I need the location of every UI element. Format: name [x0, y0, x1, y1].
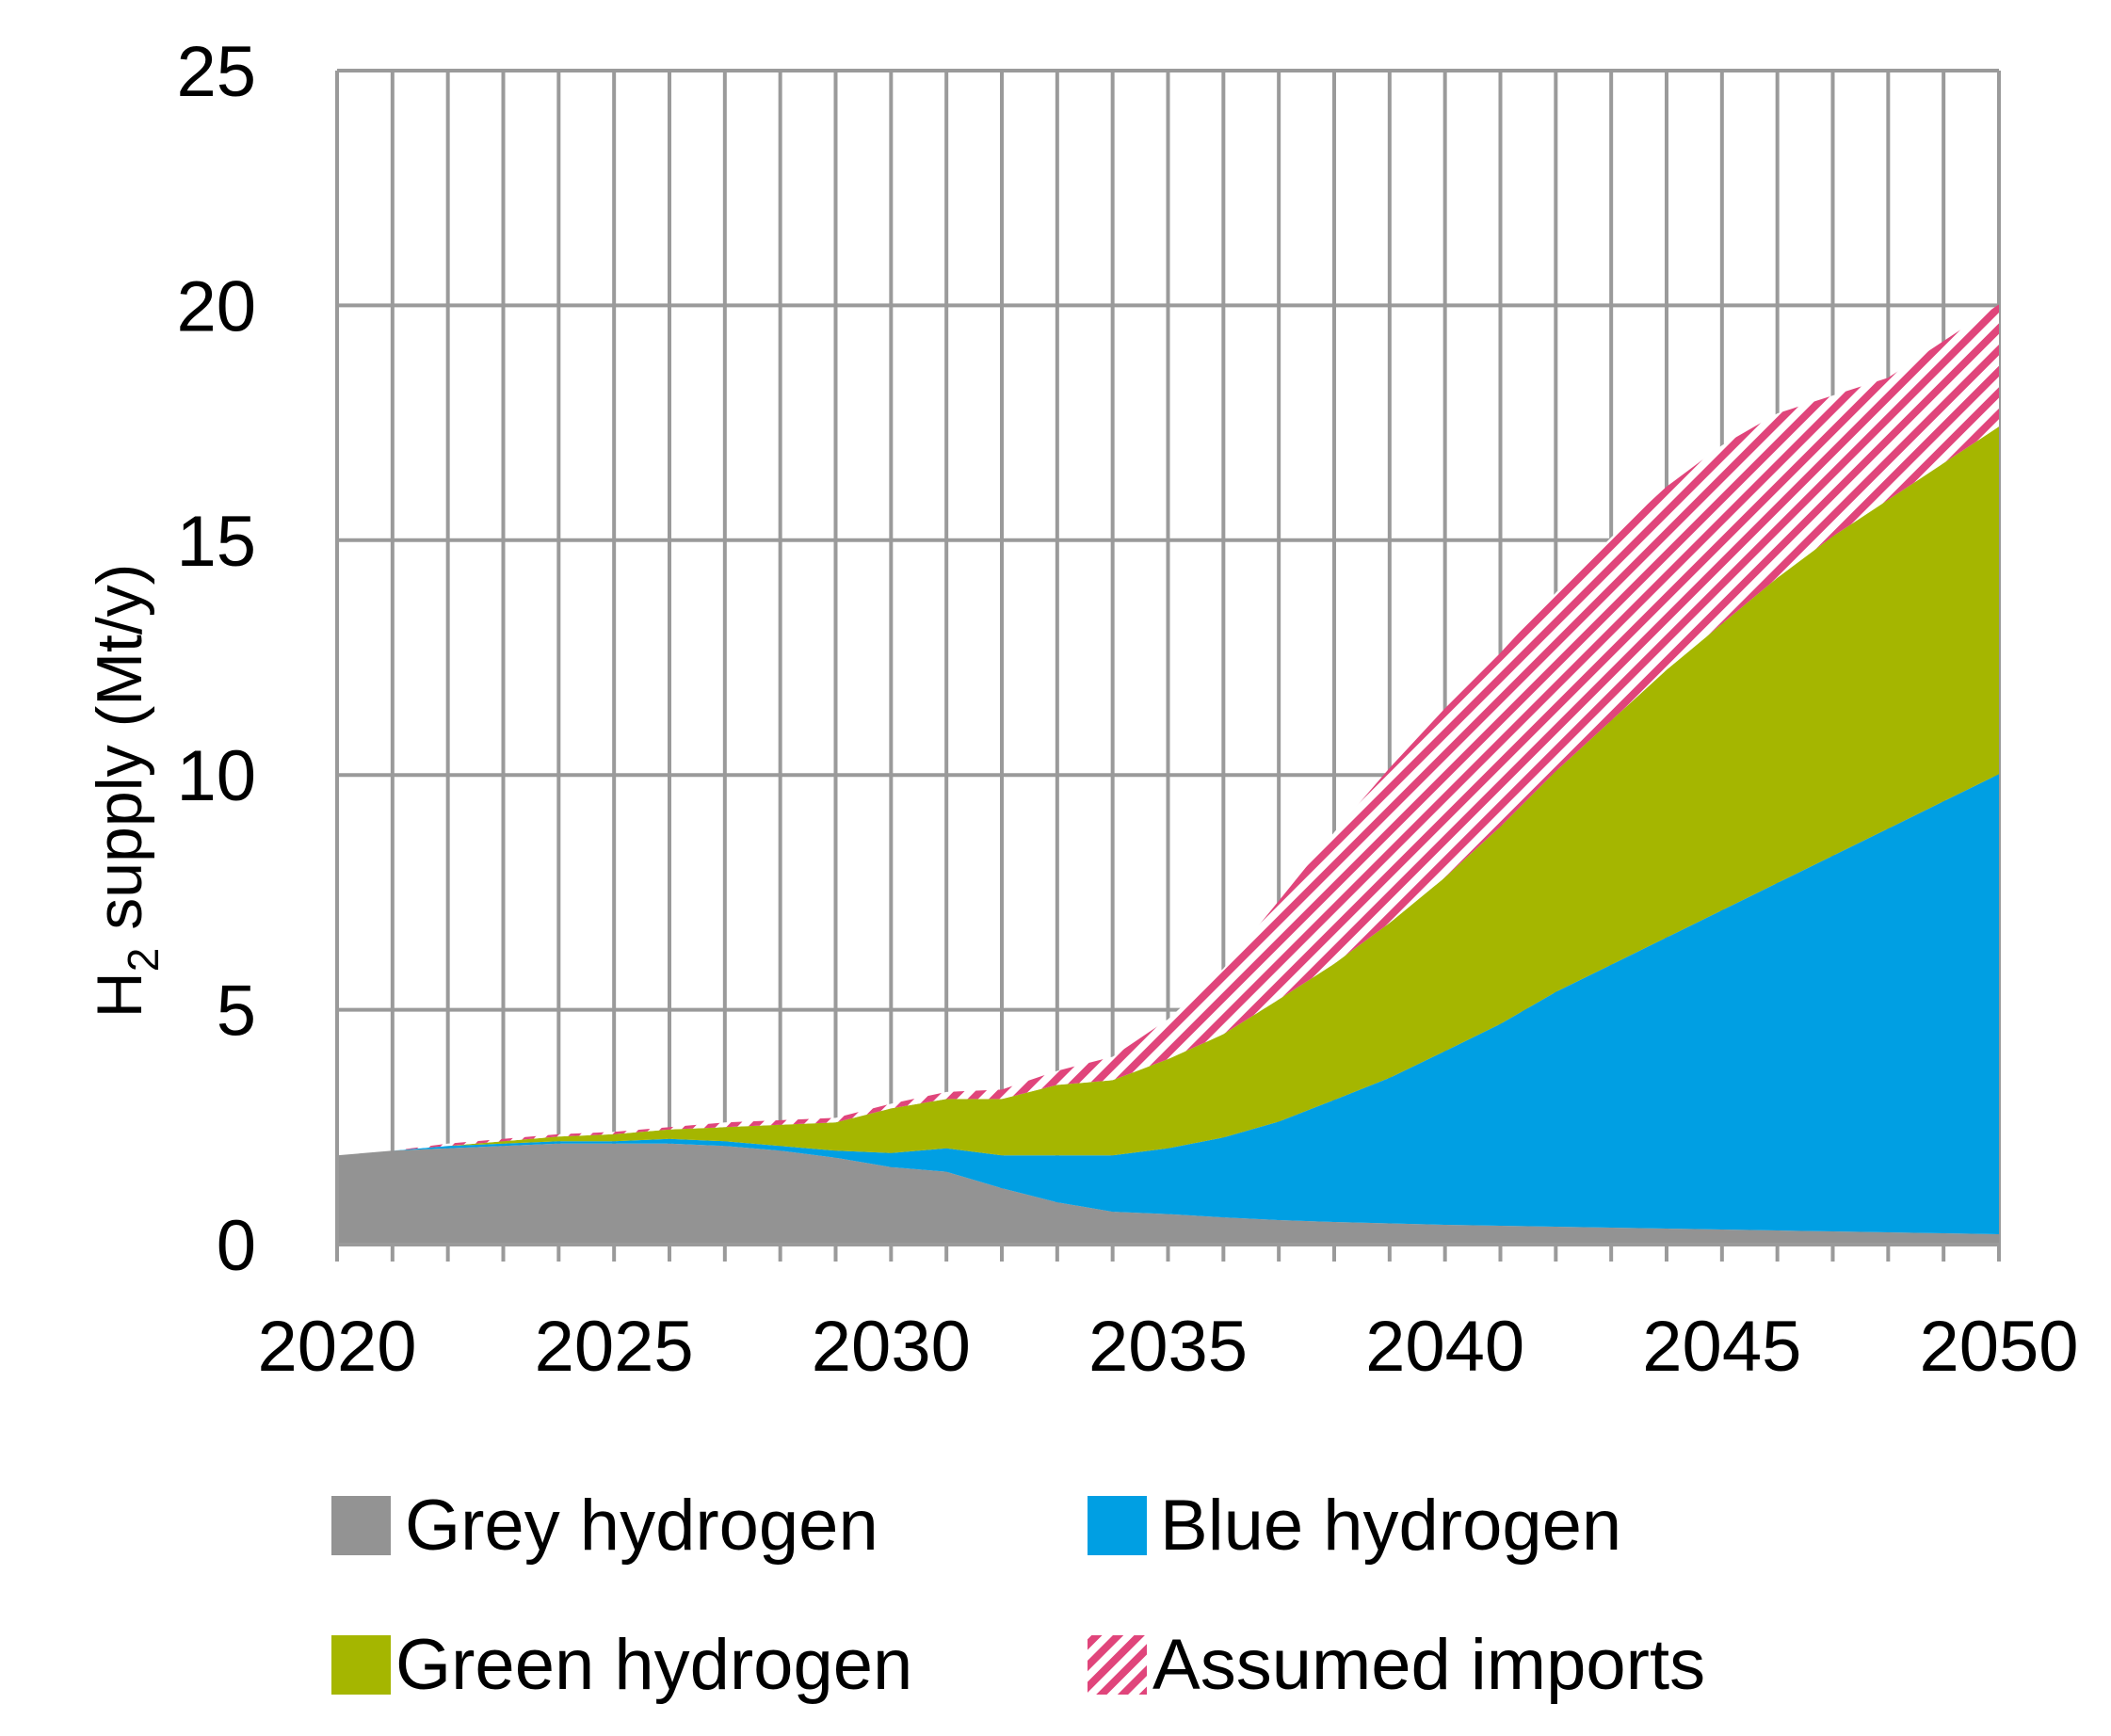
- plot-frame: [335, 71, 2001, 1262]
- legend-item-green: Green hydrogen: [331, 1625, 912, 1705]
- x-tick-label: 2045: [1642, 1307, 1801, 1387]
- y-axis-label-subscript: 2: [119, 948, 168, 972]
- legend-label-green: Green hydrogen: [395, 1625, 912, 1705]
- x-tick-label: 2035: [1088, 1307, 1248, 1387]
- x-tick-label: 2020: [257, 1307, 416, 1387]
- legend-label-grey: Grey hydrogen: [405, 1486, 878, 1566]
- legend-swatch-blue: [1088, 1496, 1147, 1555]
- x-tick-label: 2050: [1919, 1307, 2078, 1387]
- y-tick-label: 20: [176, 266, 256, 346]
- legend-label-imports: Assumed imports: [1152, 1625, 1705, 1705]
- y-tick-label: 15: [176, 502, 256, 582]
- legend-item-grey: Grey hydrogen: [331, 1486, 878, 1566]
- x-tick-label: 2025: [535, 1307, 694, 1387]
- area-series: [337, 304, 1999, 1245]
- y-tick-label: 5: [217, 972, 256, 1052]
- legend-item-imports: Assumed imports: [1088, 1625, 1705, 1705]
- area-blue-hydrogen: [337, 774, 1999, 1235]
- legend-swatch-green: [331, 1635, 391, 1695]
- legend: Grey hydrogen Blue hydrogen Green hydrog…: [331, 1486, 1705, 1705]
- area-grey-hydrogen: [337, 1143, 1999, 1245]
- y-tick-label: 25: [176, 32, 256, 112]
- x-axis-ticks: 2020 2025 2030 2035 2040 2045 2050: [257, 1307, 2078, 1387]
- x-tick-label: 2030: [812, 1307, 971, 1387]
- y-axis-ticks: 0 5 10 15 20 25: [176, 32, 256, 1286]
- y-axis-label: H2 supply (Mt/y): [84, 564, 168, 1019]
- legend-swatch-imports: [1088, 1635, 1147, 1695]
- y-tick-label: 10: [176, 736, 256, 816]
- y-tick-label: 0: [217, 1206, 256, 1286]
- area-green-hydrogen: [337, 426, 1999, 1156]
- legend-swatch-grey: [331, 1496, 391, 1555]
- x-tick-label: 2040: [1365, 1307, 1524, 1387]
- legend-item-blue: Blue hydrogen: [1088, 1486, 1621, 1566]
- legend-label-blue: Blue hydrogen: [1160, 1486, 1621, 1566]
